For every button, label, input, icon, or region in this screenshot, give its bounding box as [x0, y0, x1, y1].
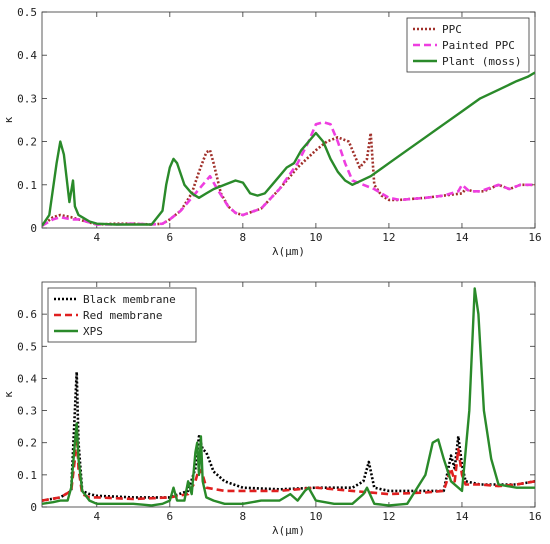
legend-box [406, 17, 530, 73]
x-tick-label: 12 [382, 510, 395, 523]
legend-label: Plant (moss) [442, 55, 521, 68]
y-tick-label: 0.5 [17, 6, 37, 19]
legend: Black membrane Red membrane XPS [47, 287, 197, 343]
y-tick-label: 0 [30, 222, 37, 235]
x-tick-label: 16 [528, 510, 541, 523]
legend-label: XPS [83, 325, 103, 338]
x-tick-label: 14 [455, 231, 469, 244]
x-tick-label: 14 [455, 510, 469, 523]
y-tick-label: 0.1 [17, 469, 37, 482]
y-tick-label: 0.5 [17, 340, 37, 353]
series-line-xps [42, 287, 535, 507]
x-tick-label: 10 [309, 231, 322, 244]
axes-frame [41, 11, 536, 229]
y-tick-label: 0.2 [17, 437, 37, 450]
x-tick-label: 4 [93, 231, 100, 244]
legend-label: Red membrane [83, 309, 162, 322]
y-tick-label: 0.2 [17, 136, 37, 149]
y-axis-label: κ [2, 391, 15, 398]
series-line-painted-ppc [42, 120, 535, 227]
y-tick-label: 0 [30, 501, 37, 514]
y-tick-label: 0.3 [17, 92, 37, 105]
y-tick-label: 0.3 [17, 405, 37, 418]
x-tick-label: 8 [240, 510, 247, 523]
x-tick-label: 12 [382, 231, 395, 244]
x-axis-label: λ(μm) [272, 245, 305, 258]
x-axis-label: λ(μm) [272, 524, 305, 537]
legend-box [47, 287, 197, 343]
chart-bottom: 4 6 8 10 12 14 16 0 0.1 0.2 0.3 0.4 0.5 0.6 λ(μm) κ Blac… [2, 281, 542, 537]
series-line-ppc [42, 131, 535, 227]
legend-label: Black membrane [83, 293, 176, 306]
chart-top: 4 6 8 10 12 14 16 0 0.1 0.2 0.3 0.4 0.5 λ(μm) κ PPC Pain… [2, 6, 542, 258]
series-line-black-membrane [42, 370, 535, 502]
y-tick-label: 0.1 [17, 179, 37, 192]
axes-frame [41, 281, 536, 508]
x-tick-label: 16 [528, 231, 541, 244]
y-tick-label: 0.6 [17, 308, 37, 321]
x-tick-label: 8 [240, 231, 247, 244]
y-axis-label: κ [2, 116, 15, 123]
x-tick-label: 6 [167, 510, 174, 523]
y-tick-label: 0.4 [17, 372, 37, 385]
legend-label: Painted PPC [442, 39, 515, 52]
legend-label: PPC [442, 23, 462, 36]
series-line-plant-moss [42, 71, 535, 227]
y-tick-label: 0.4 [17, 49, 37, 62]
x-tick-label: 4 [93, 510, 100, 523]
x-tick-label: 10 [309, 510, 322, 523]
legend: PPC Painted PPC Plant (moss) [406, 17, 530, 73]
x-tick-label: 6 [167, 231, 174, 244]
